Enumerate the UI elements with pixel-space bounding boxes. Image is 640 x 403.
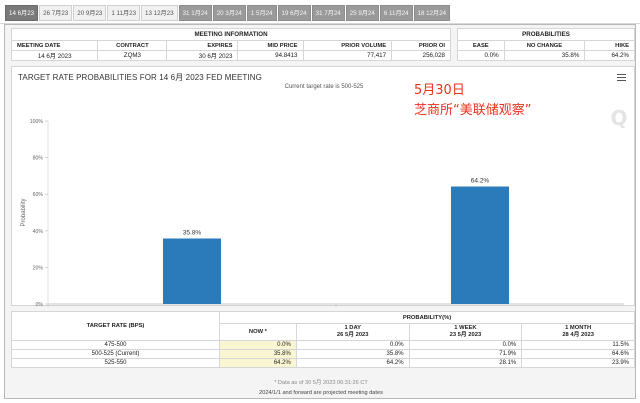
col-hike: HIKE — [584, 40, 635, 51]
col-contract: CONTRACT — [97, 40, 168, 51]
meeting-information-table: MEETING INFORMATION MEETING DATE CONTRAC… — [10, 28, 451, 61]
col-expires: EXPIRES — [166, 40, 239, 51]
fedwatch-panel: MEETING INFORMATION MEETING DATE CONTRAC… — [4, 24, 636, 399]
meeting-tab-bar: 14 6月23 26 7月23 20 9月23 1 11月23 13 12月23 31 1… — [0, 0, 640, 24]
probability-cell: 23.9% — [521, 358, 635, 368]
meeting-date-value: 14 6月 2023 — [10, 50, 99, 61]
probability-cell: 64.6% — [521, 349, 635, 359]
probabilities-table: PROBABILITIES EASE NO CHANGE HIKE 0.0% 3… — [457, 28, 635, 61]
y-tick-label: 80% — [33, 156, 44, 162]
y-axis-title: Probability — [21, 198, 27, 226]
hike-value: 64.2% — [584, 50, 635, 61]
ease-value: 0.0% — [457, 50, 505, 61]
probability-cell: 64.2% — [219, 358, 297, 368]
meeting-tab[interactable]: 18 12月24 — [413, 5, 451, 21]
probability-cell: 0.0% — [408, 340, 523, 350]
meeting-information-title: MEETING INFORMATION — [11, 28, 451, 41]
meeting-tab[interactable]: 31 1月24 — [178, 5, 212, 21]
table-row: 525-550 64.2% 64.2% 28.1% 23.9% — [11, 358, 635, 368]
probability-bar — [451, 186, 509, 304]
meeting-tab[interactable]: 14 6月23 — [5, 5, 39, 21]
history-column-header: 1 WEEK 23 5月 2023 — [408, 323, 523, 341]
table-row: 500-525 (Current) 35.8% 35.8% 71.9% 64.6% — [11, 349, 635, 359]
probability-bar — [163, 238, 221, 304]
chart-menu-icon[interactable] — [617, 74, 626, 83]
target-rate-cell: 475-500 — [11, 340, 220, 350]
bar-plot-area: 0%20%40%60%80%100%35.8%500-52564.2%525-5… — [21, 119, 624, 307]
y-tick-label: 60% — [33, 192, 44, 198]
y-tick-label: 100% — [30, 119, 44, 125]
table-row: 475-500 0.0% 0.0% 0.0% 11.5% — [11, 340, 635, 350]
col-meeting-date: MEETING DATE — [10, 40, 99, 51]
column-date: 28 4月 2023 — [562, 332, 594, 338]
probability-cell: 64.2% — [295, 358, 410, 368]
target-rate-cell: 500-525 (Current) — [11, 349, 220, 359]
meeting-tab[interactable]: 25 9月24 — [345, 5, 379, 21]
probability-cell: 11.5% — [521, 340, 635, 350]
probability-cell: 28.1% — [408, 358, 523, 368]
probability-history-table: TARGET RATE (BPS) PROBABILITY(%) NOW * 1 … — [11, 311, 635, 368]
bar-data-label: 35.8% — [183, 229, 202, 236]
column-period: 1 WEEK — [454, 325, 477, 331]
prior-volume-value: 77,417 — [302, 50, 393, 61]
meeting-tab[interactable]: 31 7月24 — [311, 5, 345, 21]
meeting-tab[interactable]: 19 6月24 — [277, 5, 311, 21]
meeting-tab[interactable]: 20 3月24 — [212, 5, 246, 21]
col-no-change: NO CHANGE — [503, 40, 586, 51]
bar-data-label: 64.2% — [471, 178, 490, 185]
col-prior-oi: PRIOR OI — [391, 40, 451, 51]
history-column-header: 1 MONTH 28 4月 2023 — [521, 323, 635, 341]
col-prior-volume: PRIOR VOLUME — [302, 40, 393, 51]
target-rate-header: TARGET RATE (BPS) — [11, 311, 220, 341]
chart-subtitle: Current target rate is 500-525 — [284, 84, 364, 90]
probability-cell: 0.0% — [295, 340, 410, 350]
column-period: NOW * — [248, 328, 267, 335]
probability-chart: TARGET RATE PROBABILITIES FOR 14 6月 2023… — [11, 66, 635, 307]
projection-footnote: 2024/1/1 and forward are projected meeti… — [259, 390, 383, 396]
watermark-logo-icon: Q — [610, 106, 628, 130]
chart-title: TARGET RATE PROBABILITIES FOR 14 6月 2023… — [18, 73, 262, 82]
meeting-tab[interactable]: 1 11月23 — [107, 5, 141, 21]
column-period: 1 MONTH — [565, 325, 592, 331]
probability-header: PROBABILITY(%) — [219, 311, 635, 324]
target-rate-cell: 525-550 — [11, 358, 220, 368]
no-change-value: 35.8% — [503, 50, 586, 61]
prior-oi-value: 256,028 — [391, 50, 451, 61]
data-timestamp-note: * Data as of 30 5月 2023 06:31:26 CT — [274, 380, 368, 386]
probability-cell: 35.8% — [219, 349, 297, 359]
history-column-header: 1 DAY 26 5月 2023 — [295, 323, 410, 341]
column-period: 1 DAY — [344, 325, 361, 331]
probability-cell: 0.0% — [219, 340, 297, 350]
y-tick-label: 0% — [36, 302, 44, 307]
annotation-date: 5月30日 — [414, 83, 465, 98]
col-mid-price: MID PRICE — [237, 40, 304, 51]
column-date: 23 5月 2023 — [449, 332, 482, 338]
probabilities-title: PROBABILITIES — [457, 28, 635, 41]
col-ease: EASE — [457, 40, 505, 51]
column-date: 26 5月 2023 — [336, 332, 369, 338]
annotation-source: 芝商所“美联储观察” — [414, 103, 532, 118]
y-tick-label: 40% — [33, 229, 44, 235]
meeting-tab[interactable]: 26 7月23 — [39, 5, 73, 21]
y-tick-label: 20% — [33, 265, 44, 271]
history-column-header: NOW * — [219, 323, 297, 341]
meeting-tab[interactable]: 6 11月24 — [379, 5, 413, 21]
mid-price-value: 94.8413 — [237, 50, 304, 61]
expires-value: 30 6月 2023 — [166, 50, 239, 61]
meeting-tab[interactable]: 13 12月23 — [141, 5, 178, 21]
probability-cell: 35.8% — [295, 349, 410, 359]
meeting-tab[interactable]: 20 9月23 — [73, 5, 107, 21]
contract-value: ZQM3 — [97, 50, 168, 61]
probability-cell: 71.9% — [408, 349, 523, 359]
meeting-tab[interactable]: 1 5月24 — [246, 5, 277, 21]
